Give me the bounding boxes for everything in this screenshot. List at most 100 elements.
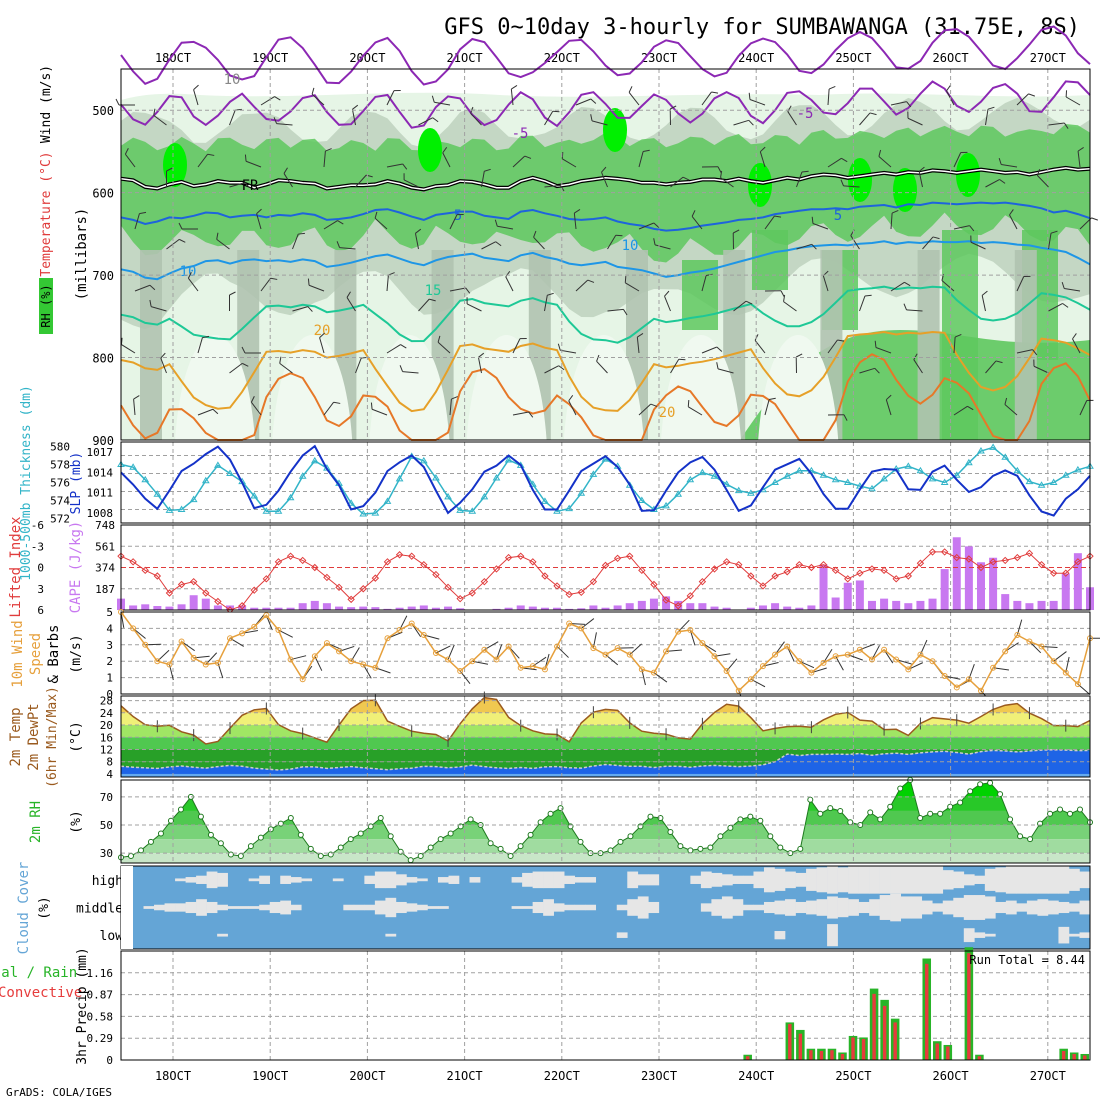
cloud-cell-high bbox=[206, 871, 218, 889]
rh-axis-label: RH (%) bbox=[39, 284, 53, 327]
wind-barb-shaft bbox=[124, 153, 136, 168]
wind-speed-point bbox=[299, 676, 306, 683]
wind-barb-feather bbox=[745, 300, 753, 305]
li-point bbox=[662, 596, 670, 604]
cape-bar bbox=[528, 606, 537, 610]
wind-barb-shaft bbox=[477, 357, 482, 374]
wind-barb-feather bbox=[774, 215, 782, 218]
wind-barb-feather bbox=[484, 168, 491, 172]
wind-barb-feather bbox=[769, 397, 776, 401]
rh-dry-core bbox=[466, 335, 547, 440]
rh-point bbox=[927, 810, 934, 817]
thickness-point bbox=[262, 507, 271, 514]
wind-barb-shaft bbox=[544, 184, 561, 188]
wind-barb-feather bbox=[969, 225, 975, 232]
rh-point bbox=[237, 852, 244, 859]
thickness-point bbox=[940, 478, 949, 485]
wind-barb-shaft bbox=[691, 216, 703, 230]
wind-barb bbox=[481, 168, 491, 188]
thickness-point bbox=[250, 492, 259, 499]
wind-speed-point bbox=[227, 635, 234, 642]
rh-point bbox=[997, 791, 1004, 798]
cape-bar bbox=[698, 603, 707, 610]
wind-speed-point bbox=[360, 661, 367, 668]
cape-bar bbox=[649, 598, 658, 610]
cape-bar bbox=[928, 598, 937, 610]
wind-barb-shaft bbox=[371, 408, 388, 416]
wind-barb-shaft bbox=[153, 114, 167, 126]
cloud-cell-middle bbox=[753, 904, 765, 911]
thickness-point bbox=[795, 466, 804, 474]
wind-barb bbox=[187, 271, 199, 292]
wind-speed-point bbox=[445, 656, 452, 663]
wind-barb bbox=[494, 219, 514, 230]
wind-barb-shaft bbox=[827, 89, 830, 106]
temp-axis-unit: (°C) bbox=[69, 721, 84, 752]
slp-tick-label: 1008 bbox=[87, 507, 114, 520]
wind-barb-shaft bbox=[812, 223, 829, 230]
thickness-point bbox=[1074, 465, 1082, 473]
precip-convective-bar bbox=[882, 1005, 887, 1060]
slp-frame bbox=[120, 441, 1091, 524]
wind-barb bbox=[691, 210, 703, 230]
temp-contour-minus5 bbox=[120, 80, 1091, 129]
cloud-cell-middle bbox=[974, 895, 986, 920]
wind-barb-feather bbox=[691, 210, 696, 217]
cloud-cell-high bbox=[942, 870, 954, 890]
wind-barb-shaft bbox=[701, 346, 718, 354]
li-point bbox=[153, 572, 162, 580]
cloud-cell-middle bbox=[1058, 901, 1070, 914]
li-tick-label: -6 bbox=[31, 519, 44, 532]
cloud-cell-high bbox=[763, 867, 775, 893]
wind-barb-feather bbox=[716, 362, 719, 369]
wind-barb-feather bbox=[552, 110, 560, 113]
cloud-cell-high bbox=[511, 877, 523, 883]
cape-bar bbox=[540, 607, 549, 610]
cape-bar bbox=[880, 598, 889, 610]
temp-band bbox=[121, 725, 1090, 738]
cape-bar bbox=[359, 606, 368, 610]
wind-barb-shaft bbox=[1016, 93, 1029, 106]
thickness-point bbox=[298, 472, 307, 479]
wind-speed-point bbox=[772, 651, 779, 658]
thickness-point bbox=[904, 462, 913, 469]
wind-barb-shaft bbox=[985, 109, 989, 126]
rh-point bbox=[507, 852, 514, 859]
wind-speed-point bbox=[832, 653, 839, 660]
wind-barb-feather bbox=[311, 87, 315, 95]
wind-barb bbox=[827, 414, 848, 421]
cloud-cell-high bbox=[858, 866, 870, 894]
wind-speed-point bbox=[687, 627, 694, 634]
wind-barb bbox=[1016, 275, 1031, 292]
cloud-cell-high bbox=[848, 866, 859, 894]
wind-barb bbox=[166, 167, 173, 187]
top-date-label: 27OCT bbox=[1030, 51, 1066, 65]
wind-barb-shaft bbox=[229, 362, 243, 374]
wind-barb-feather bbox=[913, 353, 918, 360]
wind-barb-feather bbox=[325, 148, 332, 152]
wind-barb-shaft bbox=[878, 156, 892, 168]
li-point bbox=[904, 572, 913, 580]
thickness-point bbox=[286, 493, 295, 501]
wind-barb-feather bbox=[1032, 349, 1038, 356]
cloud-gutter bbox=[121, 866, 133, 949]
rh-point bbox=[267, 826, 274, 833]
cloud-cell-high bbox=[406, 877, 418, 883]
rh-point bbox=[337, 844, 344, 851]
wind-barb-feather bbox=[1077, 146, 1084, 152]
precip-convective-bar bbox=[861, 1038, 866, 1060]
li-point bbox=[553, 582, 561, 590]
wind-barb-shaft bbox=[941, 280, 955, 292]
wind-barb bbox=[985, 360, 1003, 374]
wind-barb-shaft bbox=[783, 301, 797, 312]
wind-barb-shaft bbox=[764, 215, 775, 230]
li-point bbox=[759, 582, 767, 590]
thickness-point bbox=[964, 458, 973, 466]
cloud-row-label: high bbox=[92, 874, 123, 889]
wind-speed-point bbox=[1074, 681, 1081, 688]
cape-bar bbox=[347, 607, 356, 610]
rh-band-90 bbox=[748, 163, 772, 207]
li-frame bbox=[120, 524, 1091, 611]
rh-point bbox=[647, 813, 654, 820]
precip-convective-bar bbox=[946, 1046, 950, 1060]
